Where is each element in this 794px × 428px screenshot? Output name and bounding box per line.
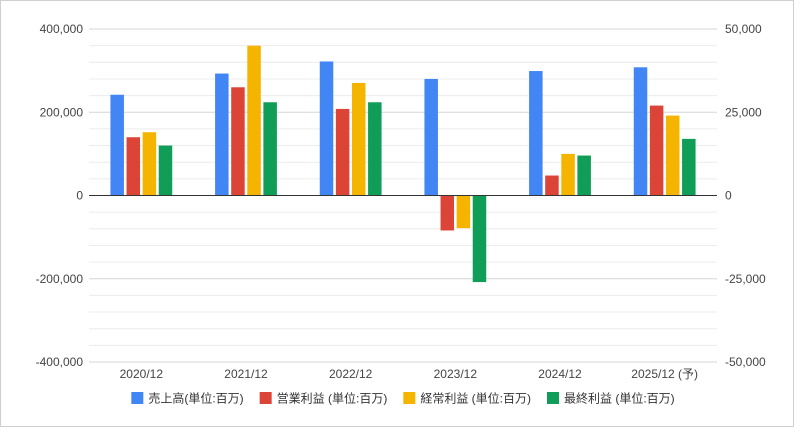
y-left-tick-label: -400,000	[36, 355, 84, 369]
bar[interactable]	[263, 102, 277, 196]
bar[interactable]	[577, 155, 591, 196]
bar[interactable]	[110, 94, 124, 196]
legend-label: 営業利益 (単位:百万)	[277, 391, 388, 406]
bar[interactable]	[545, 175, 559, 196]
bar[interactable]	[335, 108, 350, 196]
y-right-tick-label: 50,000	[725, 22, 762, 36]
legend-item[interactable]: 売上高(単位:百万)	[131, 391, 244, 406]
bar[interactable]	[440, 195, 455, 231]
y-right-tick-label: 25,000	[725, 105, 762, 119]
y-left-tick-label: 0	[76, 189, 83, 203]
y-axis-left: 400,000 200,000 0 -200,000 -400,000	[36, 22, 84, 369]
bar-series	[110, 45, 696, 283]
y-axis-right: 50,000 25,000 0 -25,000 -50,000	[725, 22, 766, 369]
legend-swatch	[131, 392, 144, 404]
bar[interactable]	[424, 78, 438, 196]
legend-item[interactable]: 営業利益 (単位:百万)	[259, 391, 388, 406]
legend-swatch	[259, 392, 272, 404]
x-tick-label: 2021/12	[224, 367, 268, 381]
bar[interactable]	[665, 115, 680, 196]
y-right-tick-label: -50,000	[725, 355, 766, 369]
y-right-tick-label: -25,000	[725, 272, 766, 286]
bar[interactable]	[472, 195, 487, 283]
bar[interactable]	[633, 67, 648, 196]
bar[interactable]	[247, 45, 261, 196]
bar[interactable]	[682, 138, 696, 196]
bar[interactable]	[319, 61, 334, 196]
legend: 売上高(単位:百万) 営業利益 (単位:百万) 経常利益 (単位:百万) 最終利益 (…	[131, 391, 675, 406]
bar[interactable]	[231, 87, 245, 196]
y-right-tick-label: 0	[725, 189, 732, 203]
bar[interactable]	[649, 105, 664, 196]
y-left-tick-label: -200,000	[36, 272, 84, 286]
bar[interactable]	[158, 145, 173, 196]
bar[interactable]	[215, 73, 229, 196]
x-tick-label: 2023/12	[434, 367, 478, 381]
bar[interactable]	[456, 195, 471, 229]
x-tick-label: 2020/12	[120, 367, 164, 381]
bar[interactable]	[126, 137, 141, 196]
bar[interactable]	[529, 71, 543, 196]
legend-label: 売上高(単位:百万)	[148, 391, 243, 406]
legend-item[interactable]: 最終利益 (単位:百万)	[547, 391, 675, 406]
bar[interactable]	[142, 132, 157, 196]
legend-label: 最終利益 (単位:百万)	[564, 391, 675, 406]
bar[interactable]	[351, 82, 366, 196]
x-tick-label: 2024/12	[538, 367, 582, 381]
y-left-tick-label: 200,000	[40, 105, 84, 119]
bar[interactable]	[561, 153, 575, 196]
x-tick-label: 2022/12	[329, 367, 373, 381]
legend-item[interactable]: 経常利益 (単位:百万)	[403, 391, 531, 406]
legend-swatch	[403, 392, 416, 404]
bar[interactable]	[368, 102, 382, 196]
legend-swatch	[547, 392, 559, 404]
x-axis-labels: 2020/12 2021/12 2022/12 2023/12 2024/12 2025/…	[120, 367, 698, 381]
y-left-tick-label: 400,000	[40, 22, 84, 36]
x-tick-label: 2025/12 (予)	[631, 367, 698, 381]
legend-label: 経常利益 (単位:百万)	[420, 391, 531, 406]
